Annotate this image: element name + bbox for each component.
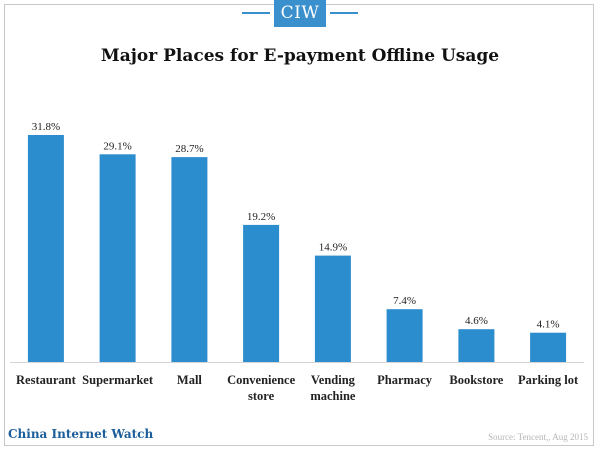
category-label: Convenience store — [227, 373, 296, 403]
bar-vending-machine — [314, 255, 351, 362]
bar-bookstore — [458, 329, 495, 362]
category-label: Pharmacy — [377, 373, 433, 387]
category-label: Mall — [177, 373, 203, 387]
category-label: Bookstore — [449, 373, 503, 387]
bars-group — [27, 135, 567, 362]
logo-rule-left — [242, 12, 270, 14]
bar-parking-lot — [530, 332, 567, 362]
ciw-logo: CIW — [274, 0, 326, 27]
category-label: Vending machine — [310, 373, 356, 403]
value-label: 4.6% — [465, 315, 488, 327]
value-label: 4.1% — [537, 319, 560, 331]
value-labels-group: 31.8% 29.1% 28.7% 19.2% 14.9% 7.4% 4.6% 4.1% — [32, 121, 560, 331]
brand-name: China Internet Watch — [8, 427, 154, 441]
chart-title: Major Places for E-payment Offline Usage — [100, 46, 500, 66]
category-label: Parking lot — [518, 373, 579, 387]
bar-restaurant — [27, 135, 64, 362]
category-label-line: Pharmacy — [377, 373, 433, 387]
bar-convenience-store — [243, 224, 280, 362]
logo-rule-right — [330, 12, 358, 14]
category-labels-group: Restaurant Supermarket Mall Convenience stor… — [16, 373, 579, 403]
category-label-line: Restaurant — [16, 373, 77, 387]
bar-supermarket — [99, 154, 136, 362]
category-label-line: Mall — [177, 373, 203, 387]
value-label: 14.9% — [319, 242, 347, 254]
category-label-line: Convenience — [227, 373, 296, 387]
source-note: Source: Tencent,, Aug 2015 — [488, 432, 588, 442]
bar-mall — [171, 157, 208, 362]
value-label: 7.4% — [393, 295, 416, 307]
value-label: 28.7% — [175, 143, 203, 155]
value-label: 19.2% — [247, 211, 275, 223]
value-label: 29.1% — [103, 140, 131, 152]
category-label-line: Bookstore — [449, 373, 503, 387]
category-label: Restaurant — [16, 373, 77, 387]
category-label-line: Parking lot — [518, 373, 579, 387]
category-label-line: Vending — [311, 373, 356, 387]
category-label: Supermarket — [82, 373, 154, 387]
value-label: 31.8% — [32, 121, 60, 133]
category-label-line: machine — [310, 389, 356, 403]
category-label-line: store — [248, 389, 275, 403]
bar-pharmacy — [386, 309, 423, 362]
category-label-line: Supermarket — [82, 373, 154, 387]
